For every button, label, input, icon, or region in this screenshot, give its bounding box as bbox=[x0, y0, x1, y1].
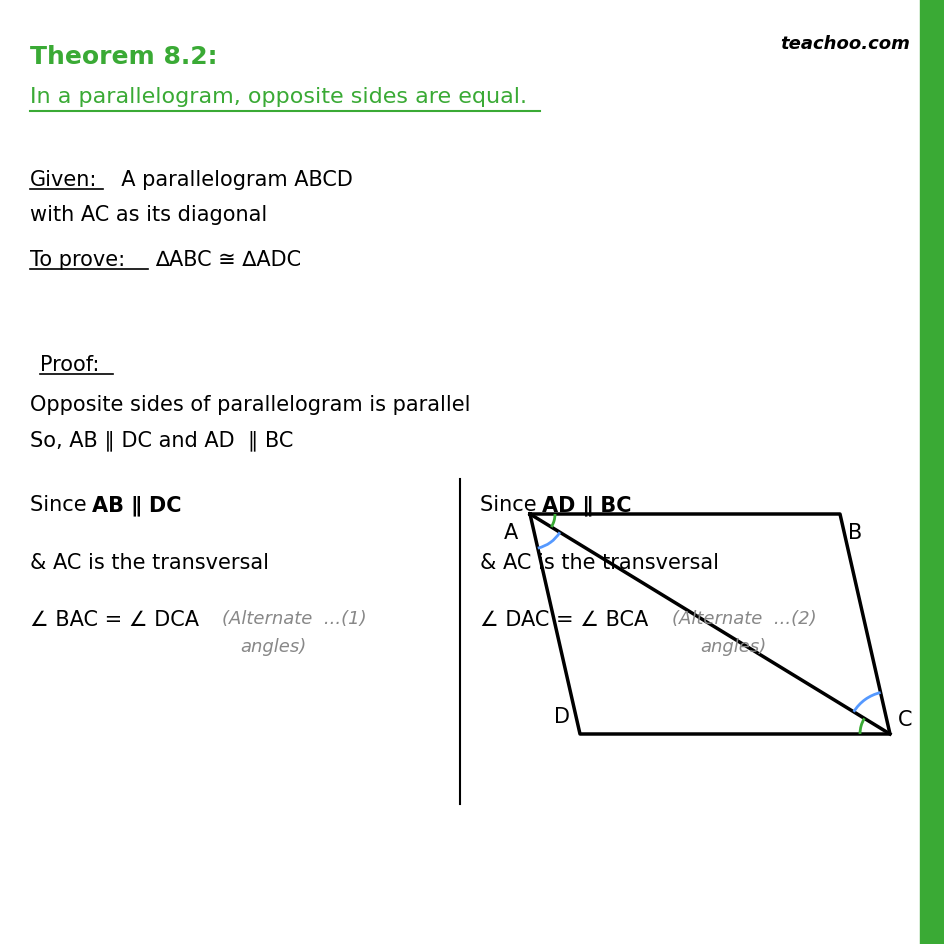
Text: angles): angles) bbox=[240, 637, 306, 655]
Text: (Alternate  ...(1): (Alternate ...(1) bbox=[222, 610, 366, 628]
Text: Opposite sides of parallelogram is parallel: Opposite sides of parallelogram is paral… bbox=[30, 395, 470, 414]
Text: A parallelogram ABCD: A parallelogram ABCD bbox=[108, 170, 352, 190]
Text: ∆ABC ≅ ∆ADC: ∆ABC ≅ ∆ADC bbox=[155, 250, 301, 270]
Text: To prove:: To prove: bbox=[30, 250, 125, 270]
Text: D: D bbox=[553, 706, 569, 726]
Text: Theorem 8.2:: Theorem 8.2: bbox=[30, 45, 217, 69]
Text: C: C bbox=[897, 709, 912, 729]
Text: A: A bbox=[503, 522, 517, 543]
Text: & AC is the transversal: & AC is the transversal bbox=[30, 552, 269, 572]
Text: AD ∥ BC: AD ∥ BC bbox=[542, 495, 631, 515]
Text: Since: Since bbox=[480, 495, 543, 514]
Text: Since: Since bbox=[30, 495, 93, 514]
Text: & AC is the transversal: & AC is the transversal bbox=[480, 552, 718, 572]
Text: Given:: Given: bbox=[30, 170, 97, 190]
Text: B: B bbox=[847, 522, 861, 543]
Text: ∠ DAC = ∠ BCA: ∠ DAC = ∠ BCA bbox=[480, 610, 648, 630]
Text: Proof:: Proof: bbox=[40, 355, 99, 375]
Text: ∠ BAC = ∠ DCA: ∠ BAC = ∠ DCA bbox=[30, 610, 199, 630]
Bar bbox=[919, 0, 944, 944]
Text: So, AB ∥ DC and AD  ∥ BC: So, AB ∥ DC and AD ∥ BC bbox=[30, 430, 293, 450]
Text: AB ∥ DC: AB ∥ DC bbox=[92, 495, 181, 515]
Text: angles): angles) bbox=[700, 637, 766, 655]
Text: teachoo.com: teachoo.com bbox=[780, 35, 909, 53]
Text: In a parallelogram, opposite sides are equal.: In a parallelogram, opposite sides are e… bbox=[30, 87, 527, 107]
Text: with AC as its diagonal: with AC as its diagonal bbox=[30, 205, 267, 225]
Text: (Alternate  ...(2): (Alternate ...(2) bbox=[671, 610, 816, 628]
